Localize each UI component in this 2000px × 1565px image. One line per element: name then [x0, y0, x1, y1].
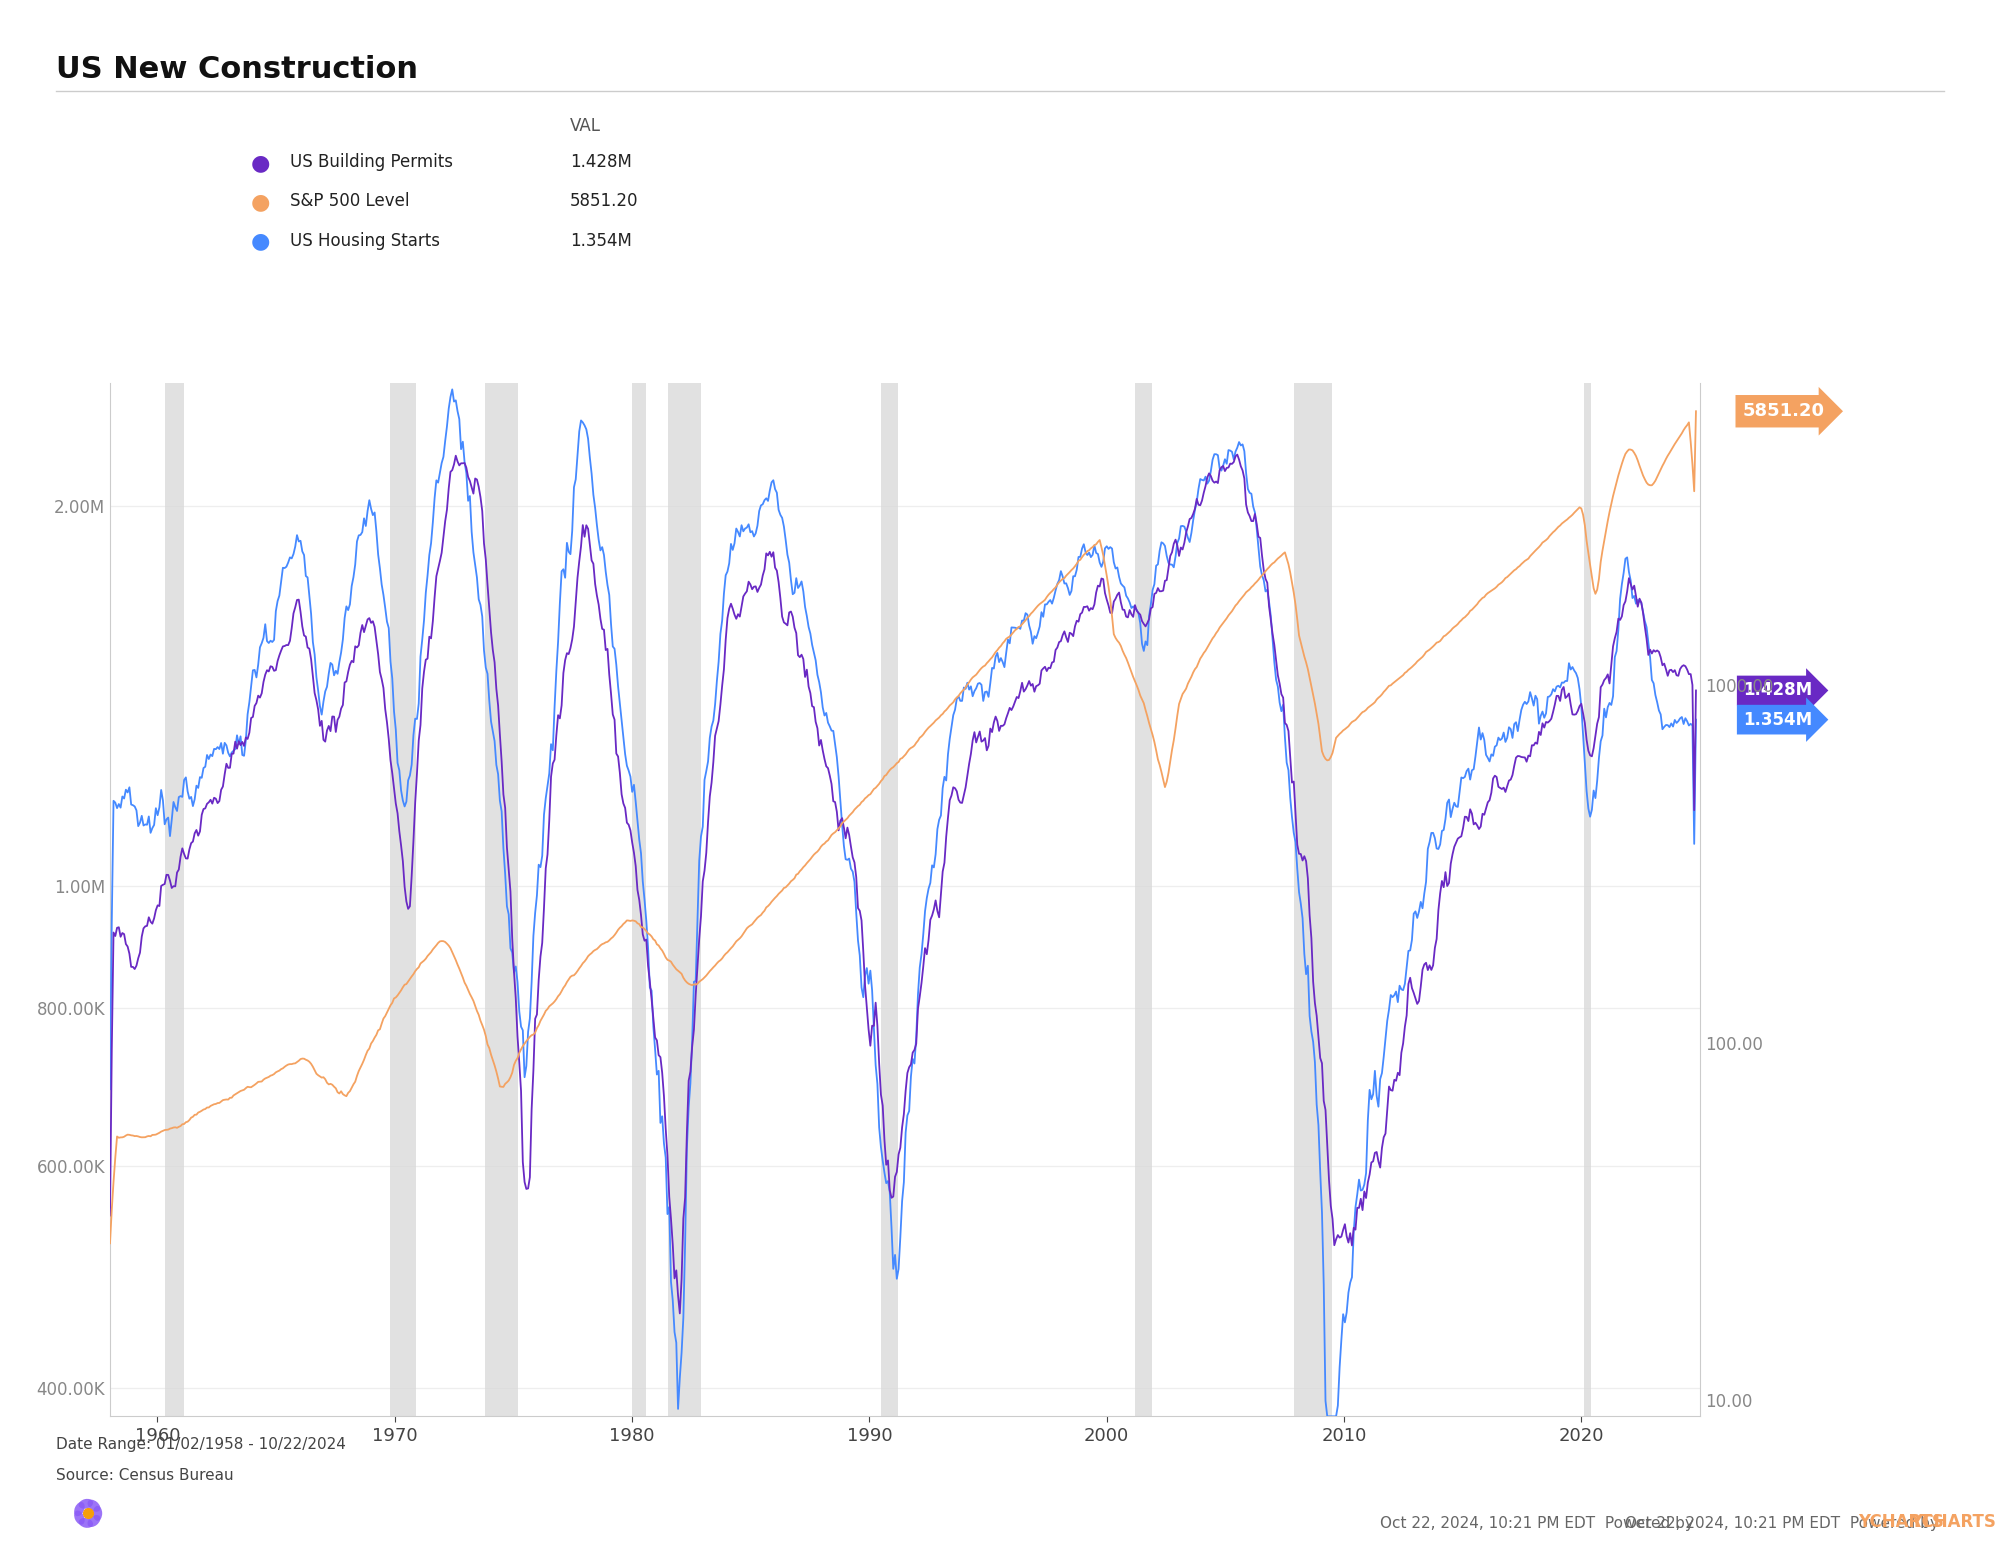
Text: US Housing Starts: US Housing Starts — [290, 232, 440, 250]
Text: 5851.20: 5851.20 — [1742, 402, 1824, 421]
Bar — [668, 383, 700, 1416]
Bar — [484, 383, 518, 1416]
Bar — [164, 383, 184, 1416]
Bar — [390, 383, 416, 1416]
Text: Oct 22, 2024, 10:21 PM EDT  Powered by: Oct 22, 2024, 10:21 PM EDT Powered by — [1380, 1515, 1698, 1531]
Text: US Building Permits: US Building Permits — [290, 153, 454, 172]
Bar — [632, 383, 646, 1416]
Ellipse shape — [92, 1506, 102, 1521]
Text: S&P 500 Level: S&P 500 Level — [290, 192, 410, 211]
Bar — [1584, 383, 1590, 1416]
Text: ●: ● — [250, 192, 270, 213]
Bar — [1294, 383, 1332, 1416]
Text: ●: ● — [250, 153, 270, 174]
Text: Oct 22, 2024, 10:21 PM EDT  Powered by: Oct 22, 2024, 10:21 PM EDT Powered by — [1626, 1515, 1944, 1531]
Text: Source: Census Bureau: Source: Census Bureau — [56, 1468, 234, 1484]
Text: US New Construction: US New Construction — [56, 55, 418, 85]
Text: YCHARTS: YCHARTS — [1858, 1512, 1944, 1531]
Text: 1.354M: 1.354M — [570, 232, 632, 250]
Bar — [882, 383, 898, 1416]
Ellipse shape — [78, 1518, 94, 1527]
Ellipse shape — [74, 1510, 84, 1524]
Text: ●: ● — [250, 232, 270, 252]
Text: 1.428M: 1.428M — [1742, 681, 1812, 700]
Text: 1.428M: 1.428M — [570, 153, 632, 172]
Ellipse shape — [88, 1499, 100, 1512]
Text: VAL: VAL — [570, 117, 602, 136]
Bar — [1136, 383, 1152, 1416]
Text: 5851.20: 5851.20 — [570, 192, 638, 211]
Ellipse shape — [88, 1515, 100, 1527]
Text: 1.354M: 1.354M — [1742, 711, 1812, 729]
Ellipse shape — [78, 1499, 94, 1509]
Text: YCHARTS: YCHARTS — [1910, 1512, 1996, 1531]
Text: Date Range: 01/02/1958 - 10/22/2024: Date Range: 01/02/1958 - 10/22/2024 — [56, 1437, 346, 1452]
Ellipse shape — [74, 1502, 84, 1516]
